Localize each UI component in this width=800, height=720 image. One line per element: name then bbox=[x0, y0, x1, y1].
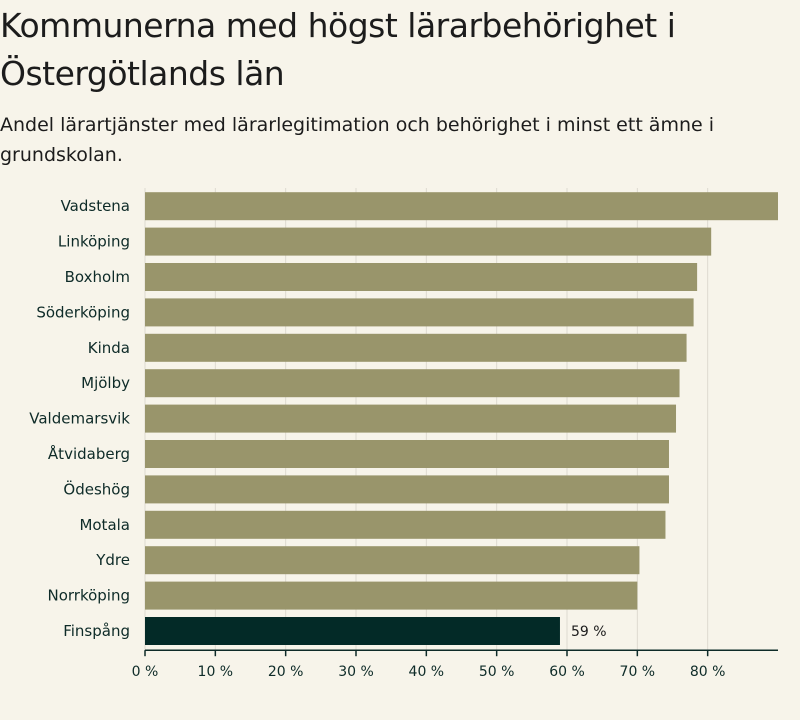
chart-title: Kommunerna med högst lärarbehörighet i Ö… bbox=[0, 6, 676, 93]
x-tick-label: 60 % bbox=[549, 664, 585, 680]
x-tick-label: 20 % bbox=[268, 664, 304, 680]
category-label: Ödeshög bbox=[63, 479, 130, 498]
x-tick-label: 80 % bbox=[690, 664, 726, 680]
category-label: Finspång bbox=[63, 622, 130, 640]
category-label: Motala bbox=[79, 516, 130, 534]
bar bbox=[145, 227, 712, 256]
category-label: Ydre bbox=[95, 551, 130, 569]
category-label: Söderköping bbox=[36, 303, 130, 321]
x-tick-label: 40 % bbox=[409, 664, 445, 680]
bar bbox=[145, 404, 677, 433]
bar bbox=[145, 263, 698, 291]
category-label: Linköping bbox=[58, 233, 130, 251]
x-tick-label: 30 % bbox=[338, 664, 374, 680]
bar bbox=[145, 298, 694, 327]
data-label: 59 % bbox=[571, 624, 607, 640]
bar bbox=[145, 546, 640, 575]
category-label: Åtvidaberg bbox=[48, 444, 130, 463]
bar bbox=[145, 192, 778, 221]
x-tick-label: 10 % bbox=[198, 664, 234, 680]
bar bbox=[145, 369, 680, 398]
category-label: Valdemarsvik bbox=[29, 410, 130, 428]
x-tick-label: 70 % bbox=[620, 664, 656, 680]
category-label: Vadstena bbox=[61, 197, 130, 215]
category-label: Kinda bbox=[88, 339, 130, 357]
category-label: Norrköping bbox=[47, 587, 130, 605]
chart-subtitle: Andel lärartjänster med lärarlegitimatio… bbox=[0, 114, 715, 166]
x-tick-label: 50 % bbox=[479, 664, 515, 680]
bar bbox=[145, 617, 560, 645]
bar bbox=[145, 510, 666, 539]
bar bbox=[145, 440, 669, 468]
category-label: Boxholm bbox=[65, 268, 130, 286]
category-label: Mjölby bbox=[81, 374, 130, 392]
bar bbox=[145, 475, 669, 504]
bar bbox=[145, 333, 687, 362]
bar-chart: Vadstena Linköping Boxholm Söderköping Kinda… bbox=[29, 188, 778, 680]
bar bbox=[145, 581, 638, 610]
x-tick-label: 0 % bbox=[132, 664, 159, 680]
